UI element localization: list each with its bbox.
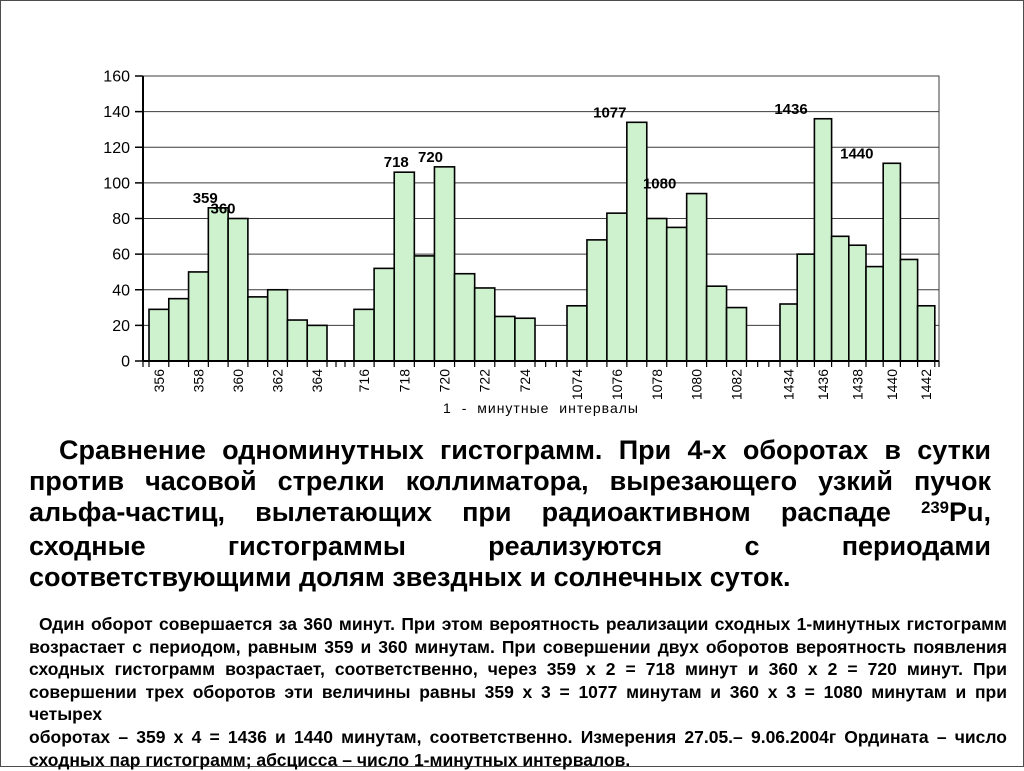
- caption-line-2: против часовой стрелки коллиматора, выре…: [29, 466, 991, 496]
- bar: [665, 226, 688, 362]
- bar: [916, 304, 936, 362]
- x-tick-label: 1082: [729, 369, 745, 400]
- bar: [247, 296, 269, 362]
- bar: [645, 217, 668, 362]
- bar: [167, 297, 190, 362]
- histogram-chart: 0 20 40 60 80 100 120 140 160 356 358 360 362 364 716 7…: [103, 69, 940, 416]
- details-line-2: возрастает с периодом, равным 359 и 360 …: [29, 636, 1007, 657]
- x-tick-label: 716: [356, 369, 372, 393]
- x-tick-label: 358: [190, 369, 206, 393]
- x-tick-label: 1438: [849, 369, 865, 400]
- x-axis-title: 1 - минутные интервалы: [443, 400, 639, 416]
- bar: [393, 171, 416, 362]
- x-tick-label: 1442: [918, 369, 934, 400]
- y-tick-label: 40: [112, 282, 130, 299]
- peak-annotation: 359: [193, 190, 218, 207]
- caption-line3-text: альфа-частиц, вылетающих при радиоактивн…: [29, 497, 922, 527]
- peak-annotation: 1077: [593, 104, 626, 121]
- x-tick-label: 362: [270, 369, 286, 393]
- bar: [566, 304, 588, 362]
- bar: [586, 239, 608, 362]
- x-tick-label: 1434: [781, 369, 797, 400]
- x-tick-label: 1074: [569, 369, 585, 400]
- y-tick-label: 60: [112, 247, 130, 264]
- x-tick-label: 364: [309, 369, 325, 393]
- x-tick-label: 1440: [884, 369, 900, 400]
- y-tick-label: 80: [112, 211, 130, 228]
- peak-annotation: 1440: [840, 145, 873, 162]
- y-tick-label: 140: [103, 104, 130, 121]
- x-tick-label: 724: [517, 369, 533, 393]
- y-tick-label: 100: [103, 175, 130, 192]
- bar: [433, 166, 456, 362]
- bar: [779, 303, 799, 362]
- bar: [882, 162, 902, 362]
- bar: [453, 272, 476, 362]
- peak-annotation: 720: [418, 149, 443, 166]
- peak-annotation: 718: [384, 154, 409, 171]
- bar: [266, 288, 289, 362]
- peak-annotation: 1436: [774, 101, 807, 118]
- y-tick-label: 20: [112, 318, 130, 335]
- x-tick-label: 360: [230, 369, 246, 393]
- bar: [705, 285, 728, 362]
- bar: [286, 319, 309, 362]
- isotope-superscript: 239: [921, 497, 949, 517]
- bar: [865, 265, 885, 362]
- x-tick-label: 720: [437, 369, 453, 393]
- peak-annotation: 360: [210, 201, 235, 218]
- caption-line3-tail: Pu,: [948, 497, 991, 527]
- bar: [493, 315, 516, 362]
- x-tick-label: 718: [396, 369, 412, 393]
- bar: [796, 253, 816, 362]
- details-line-6: сходных пар гистограмм; абсцисса – число…: [29, 749, 631, 770]
- y-tick-label: 0: [121, 354, 130, 371]
- bar: [306, 324, 328, 362]
- x-tick-label: 1080: [689, 369, 705, 400]
- bar: [830, 235, 850, 362]
- details-line-1: Один оборот совершается за 360 минут. Пр…: [39, 614, 1007, 634]
- bar: [514, 317, 536, 362]
- caption-line-3: альфа-частиц, вылетающих при радиоактивн…: [29, 497, 991, 531]
- x-tick-label: 1076: [609, 369, 625, 400]
- bar: [207, 207, 229, 362]
- bar: [606, 212, 628, 362]
- bar: [813, 117, 833, 362]
- details-line-3: сходных гистограмм возрастает, соответст…: [29, 659, 1007, 680]
- bar: [413, 255, 436, 362]
- caption-line-5: соответствующими долям звездных и солнеч…: [29, 562, 791, 592]
- bar: [473, 287, 496, 362]
- bar: [353, 308, 375, 362]
- bar: [899, 258, 919, 362]
- bar: [227, 217, 249, 362]
- bar: [847, 244, 867, 362]
- details-line-4: совершении трех оборотов эти величины ра…: [29, 681, 1007, 725]
- y-tick-label: 160: [103, 69, 130, 86]
- x-tick-label: 1078: [649, 369, 665, 400]
- bar: [187, 271, 210, 362]
- y-tick-label: 120: [103, 140, 130, 157]
- caption-main: Сравнение одноминутных гистограмм. При 4…: [29, 435, 991, 593]
- bar: [626, 121, 648, 362]
- x-tick-label: 1436: [815, 369, 831, 400]
- x-tick-label: 356: [151, 369, 167, 393]
- caption-line-1: Сравнение одноминутных гистограмм. При 4…: [59, 435, 991, 465]
- caption-line-4: сходные гистограммы реализуются с период…: [29, 531, 991, 561]
- details-line-5: оборотах – 359 х 4 = 1436 и 1440 минутам…: [29, 726, 1007, 747]
- bar: [725, 306, 748, 362]
- x-tick-label: 722: [477, 369, 493, 393]
- caption-details: Один оборот совершается за 360 минут. Пр…: [29, 613, 1007, 771]
- bar: [685, 192, 708, 362]
- peak-annotation: 1080: [643, 176, 676, 193]
- bar: [148, 308, 170, 362]
- bar: [373, 267, 396, 362]
